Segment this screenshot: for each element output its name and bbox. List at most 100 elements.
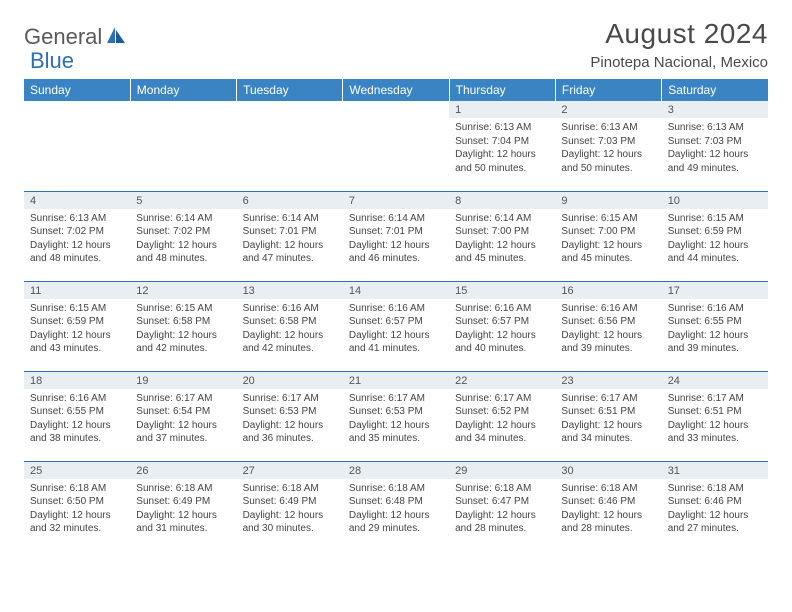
day-sunrise-line: Sunrise: 6:13 AM xyxy=(455,121,549,135)
day-sunrise-line: Sunrise: 6:17 AM xyxy=(668,392,762,406)
logo-text-blue: Blue xyxy=(30,48,74,73)
calendar-day-cell: 22Sunrise: 6:17 AMSunset: 6:52 PMDayligh… xyxy=(449,371,555,461)
day-details: Sunrise: 6:18 AMSunset: 6:49 PMDaylight:… xyxy=(130,479,236,540)
day-details: Sunrise: 6:17 AMSunset: 6:51 PMDaylight:… xyxy=(555,389,661,450)
day-day2-line: and 32 minutes. xyxy=(30,522,124,536)
day-day1-line: Daylight: 12 hours xyxy=(30,509,124,523)
day-day2-line: and 39 minutes. xyxy=(668,342,762,356)
day-day2-line: and 46 minutes. xyxy=(349,252,443,266)
day-day2-line: and 43 minutes. xyxy=(30,342,124,356)
day-day2-line: and 45 minutes. xyxy=(561,252,655,266)
calendar-day-cell: 9Sunrise: 6:15 AMSunset: 7:00 PMDaylight… xyxy=(555,191,661,281)
day-details: Sunrise: 6:15 AMSunset: 6:59 PMDaylight:… xyxy=(662,209,768,270)
calendar-day-cell xyxy=(24,101,130,191)
day-day2-line: and 44 minutes. xyxy=(668,252,762,266)
day-number: 6 xyxy=(237,192,343,209)
day-details: Sunrise: 6:13 AMSunset: 7:02 PMDaylight:… xyxy=(24,209,130,270)
day-details: Sunrise: 6:16 AMSunset: 6:58 PMDaylight:… xyxy=(237,299,343,360)
day-sunrise-line: Sunrise: 6:13 AM xyxy=(30,212,124,226)
day-number: 21 xyxy=(343,372,449,389)
calendar-body: 1Sunrise: 6:13 AMSunset: 7:04 PMDaylight… xyxy=(24,101,768,551)
day-sunrise-line: Sunrise: 6:16 AM xyxy=(561,302,655,316)
day-sunset-line: Sunset: 7:01 PM xyxy=(349,225,443,239)
day-sunrise-line: Sunrise: 6:15 AM xyxy=(136,302,230,316)
day-number: 16 xyxy=(555,282,661,299)
calendar-day-cell: 2Sunrise: 6:13 AMSunset: 7:03 PMDaylight… xyxy=(555,101,661,191)
day-details: Sunrise: 6:13 AMSunset: 7:04 PMDaylight:… xyxy=(449,118,555,179)
day-number: 2 xyxy=(555,101,661,118)
calendar-week-row: 4Sunrise: 6:13 AMSunset: 7:02 PMDaylight… xyxy=(24,191,768,281)
calendar-day-cell: 8Sunrise: 6:14 AMSunset: 7:00 PMDaylight… xyxy=(449,191,555,281)
day-number: 9 xyxy=(555,192,661,209)
day-sunset-line: Sunset: 6:56 PM xyxy=(561,315,655,329)
day-sunrise-line: Sunrise: 6:17 AM xyxy=(349,392,443,406)
day-sunset-line: Sunset: 6:51 PM xyxy=(561,405,655,419)
day-day2-line: and 28 minutes. xyxy=(455,522,549,536)
day-sunrise-line: Sunrise: 6:16 AM xyxy=(243,302,337,316)
calendar-day-cell: 29Sunrise: 6:18 AMSunset: 6:47 PMDayligh… xyxy=(449,461,555,551)
title-block: August 2024 Pinotepa Nacional, Mexico xyxy=(590,18,768,71)
day-number: 15 xyxy=(449,282,555,299)
day-day1-line: Daylight: 12 hours xyxy=(455,509,549,523)
day-number: 5 xyxy=(130,192,236,209)
day-number: 30 xyxy=(555,462,661,479)
day-details: Sunrise: 6:18 AMSunset: 6:47 PMDaylight:… xyxy=(449,479,555,540)
day-day2-line: and 33 minutes. xyxy=(668,432,762,446)
day-sunset-line: Sunset: 6:50 PM xyxy=(30,495,124,509)
page-subtitle: Pinotepa Nacional, Mexico xyxy=(590,54,768,71)
day-number: 12 xyxy=(130,282,236,299)
day-day2-line: and 38 minutes. xyxy=(30,432,124,446)
day-sunrise-line: Sunrise: 6:18 AM xyxy=(136,482,230,496)
day-sunrise-line: Sunrise: 6:13 AM xyxy=(668,121,762,135)
day-number: 13 xyxy=(237,282,343,299)
day-details: Sunrise: 6:13 AMSunset: 7:03 PMDaylight:… xyxy=(662,118,768,179)
day-sunrise-line: Sunrise: 6:18 AM xyxy=(455,482,549,496)
calendar-day-cell: 11Sunrise: 6:15 AMSunset: 6:59 PMDayligh… xyxy=(24,281,130,371)
day-details: Sunrise: 6:18 AMSunset: 6:50 PMDaylight:… xyxy=(24,479,130,540)
day-sunset-line: Sunset: 6:57 PM xyxy=(349,315,443,329)
day-day1-line: Daylight: 12 hours xyxy=(243,419,337,433)
day-day1-line: Daylight: 12 hours xyxy=(561,148,655,162)
day-sunrise-line: Sunrise: 6:14 AM xyxy=(455,212,549,226)
day-day2-line: and 45 minutes. xyxy=(455,252,549,266)
calendar-day-cell: 25Sunrise: 6:18 AMSunset: 6:50 PMDayligh… xyxy=(24,461,130,551)
calendar-day-cell: 21Sunrise: 6:17 AMSunset: 6:53 PMDayligh… xyxy=(343,371,449,461)
day-day1-line: Daylight: 12 hours xyxy=(561,329,655,343)
day-day1-line: Daylight: 12 hours xyxy=(561,239,655,253)
day-details: Sunrise: 6:15 AMSunset: 6:59 PMDaylight:… xyxy=(24,299,130,360)
day-sunrise-line: Sunrise: 6:15 AM xyxy=(668,212,762,226)
calendar-header-row: Sunday Monday Tuesday Wednesday Thursday… xyxy=(24,79,768,101)
day-number: 3 xyxy=(662,101,768,118)
day-day1-line: Daylight: 12 hours xyxy=(349,239,443,253)
day-number: 10 xyxy=(662,192,768,209)
day-sunset-line: Sunset: 7:00 PM xyxy=(455,225,549,239)
day-sunset-line: Sunset: 6:46 PM xyxy=(561,495,655,509)
day-details: Sunrise: 6:17 AMSunset: 6:53 PMDaylight:… xyxy=(343,389,449,450)
day-day1-line: Daylight: 12 hours xyxy=(243,509,337,523)
weekday-header: Saturday xyxy=(662,79,768,101)
day-day2-line: and 39 minutes. xyxy=(561,342,655,356)
calendar-day-cell: 7Sunrise: 6:14 AMSunset: 7:01 PMDaylight… xyxy=(343,191,449,281)
day-sunrise-line: Sunrise: 6:16 AM xyxy=(455,302,549,316)
day-details: Sunrise: 6:16 AMSunset: 6:57 PMDaylight:… xyxy=(449,299,555,360)
day-sunset-line: Sunset: 6:59 PM xyxy=(30,315,124,329)
day-day2-line: and 48 minutes. xyxy=(136,252,230,266)
day-sunrise-line: Sunrise: 6:15 AM xyxy=(561,212,655,226)
day-number xyxy=(237,101,343,106)
calendar-day-cell: 15Sunrise: 6:16 AMSunset: 6:57 PMDayligh… xyxy=(449,281,555,371)
weekday-header: Sunday xyxy=(24,79,130,101)
day-sunset-line: Sunset: 7:03 PM xyxy=(668,135,762,149)
day-details: Sunrise: 6:14 AMSunset: 7:01 PMDaylight:… xyxy=(237,209,343,270)
day-sunrise-line: Sunrise: 6:14 AM xyxy=(349,212,443,226)
day-day1-line: Daylight: 12 hours xyxy=(561,509,655,523)
day-sunrise-line: Sunrise: 6:18 AM xyxy=(30,482,124,496)
day-details: Sunrise: 6:15 AMSunset: 7:00 PMDaylight:… xyxy=(555,209,661,270)
day-sunset-line: Sunset: 6:51 PM xyxy=(668,405,762,419)
calendar-week-row: 11Sunrise: 6:15 AMSunset: 6:59 PMDayligh… xyxy=(24,281,768,371)
day-sunrise-line: Sunrise: 6:18 AM xyxy=(349,482,443,496)
day-day2-line: and 34 minutes. xyxy=(561,432,655,446)
logo-text-general: General xyxy=(24,24,102,50)
logo-sail-icon xyxy=(105,25,127,50)
calendar-day-cell: 6Sunrise: 6:14 AMSunset: 7:01 PMDaylight… xyxy=(237,191,343,281)
weekday-header: Tuesday xyxy=(237,79,343,101)
